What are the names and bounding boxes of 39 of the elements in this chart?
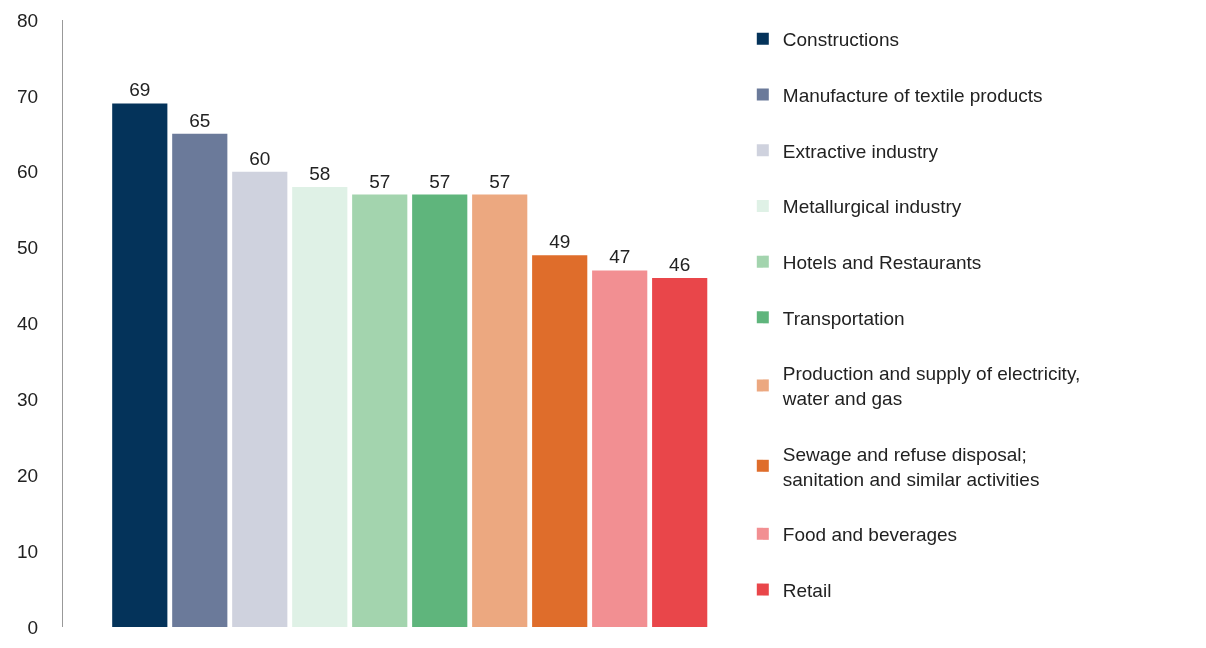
- y-tick-label: 50: [17, 237, 39, 259]
- legend-label: Manufacture of textile products: [782, 84, 1043, 106]
- y-tick-label: 30: [17, 389, 39, 411]
- data-label: 58: [309, 162, 331, 184]
- y-tick-label: 80: [17, 9, 39, 31]
- y-tick-label: 70: [17, 85, 39, 107]
- data-label: 49: [549, 231, 571, 253]
- y-tick-label: 0: [27, 616, 39, 638]
- bar: [172, 133, 228, 627]
- legend-label: Hotels and Restaurants: [782, 252, 982, 274]
- bar: [112, 103, 168, 627]
- data-label: 46: [669, 253, 691, 275]
- legend-label: Retail: [782, 579, 832, 601]
- legend-label: Constructions: [782, 29, 899, 51]
- y-tick-label: 40: [17, 313, 39, 335]
- legend-label: Sewage and refuse disposal; sanitation and similar activities: [782, 443, 1040, 490]
- legend-label: Metallurgical industry: [782, 196, 962, 218]
- data-label: 57: [489, 170, 511, 192]
- data-label: 57: [369, 170, 391, 192]
- bar: [292, 186, 348, 627]
- legend-label: Extractive industry: [782, 140, 939, 162]
- y-tick-label: 20: [17, 464, 39, 486]
- bar: [232, 171, 288, 627]
- bar: [592, 270, 648, 627]
- legend-label: Transportation: [782, 307, 905, 329]
- bar: [412, 194, 468, 627]
- data-label: 65: [189, 109, 211, 131]
- legend-label: Production and supply of electricity, water and gas: [781, 363, 1081, 410]
- bar: [532, 255, 588, 627]
- bar: [652, 277, 708, 627]
- y-tick-label: 60: [17, 161, 39, 183]
- data-label: 69: [129, 79, 151, 101]
- data-label: 57: [429, 170, 451, 192]
- bar: [352, 194, 408, 627]
- data-label: 47: [609, 246, 631, 268]
- data-label: 60: [249, 147, 271, 169]
- bar: [472, 194, 528, 627]
- y-tick-label: 10: [17, 540, 39, 562]
- legend-label: Food and beverages: [782, 524, 958, 546]
